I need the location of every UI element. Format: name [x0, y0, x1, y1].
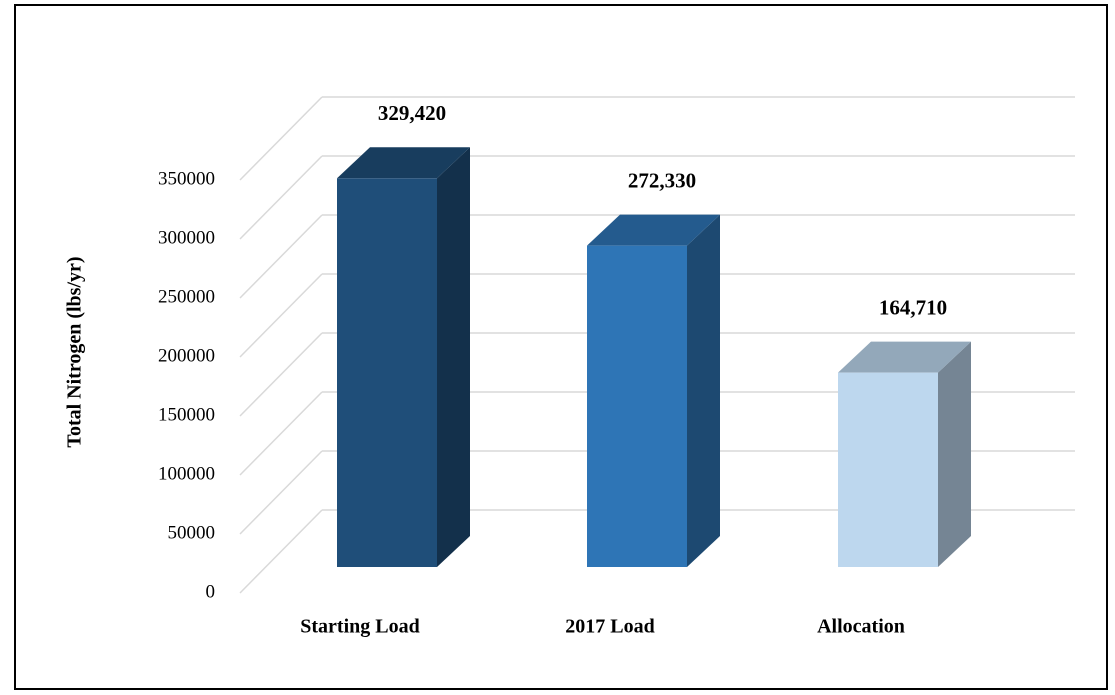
y-tick-label: 250000 [158, 286, 215, 307]
y-tick-label: 150000 [158, 404, 215, 425]
bar-side [938, 341, 971, 567]
grid-line-side [239, 273, 323, 358]
y-tick-label: 50000 [168, 522, 216, 543]
x-tick-label: 2017 Load [565, 616, 654, 638]
bar-top [337, 147, 470, 179]
grid-line-side [239, 391, 323, 476]
y-tick-label: 300000 [158, 227, 215, 248]
bar [838, 372, 938, 567]
data-label: 329,420 [378, 101, 446, 125]
grid-line-side [239, 155, 323, 240]
bar [337, 178, 437, 567]
bar-top [838, 341, 971, 373]
x-tick-label: Starting Load [300, 616, 419, 638]
y-tick-label: 200000 [158, 345, 215, 366]
grid-line-side [239, 214, 323, 299]
bar-top [587, 214, 720, 246]
y-tick-label: 100000 [158, 463, 215, 484]
y-axis-title: Total Nitrogen (lbs/yr) [64, 256, 86, 447]
grid-line-side [239, 509, 323, 594]
chart-border [14, 4, 1108, 690]
y-tick-label: 350000 [158, 168, 215, 189]
grid-line-side [239, 332, 323, 417]
bar-side [687, 214, 720, 567]
data-label: 164,710 [879, 295, 947, 319]
grid-line-side [239, 450, 323, 535]
bar-side [437, 147, 470, 567]
x-tick-label: Allocation [817, 616, 905, 638]
bar [587, 245, 687, 567]
grid-line-side [239, 96, 323, 181]
data-label: 272,330 [628, 168, 696, 192]
y-tick-label: 0 [206, 581, 216, 602]
